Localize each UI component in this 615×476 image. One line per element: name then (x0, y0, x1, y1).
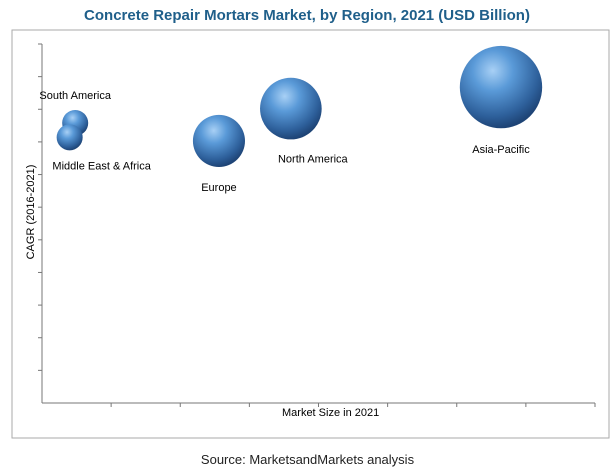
bubble-asia-pacific (459, 45, 543, 129)
bubbles (56, 45, 543, 167)
label-north-america: North America (278, 154, 349, 166)
chart-title: Concrete Repair Mortars Market, by Regio… (84, 7, 530, 24)
bubble-north-america (260, 77, 322, 140)
label-asia-pacific: Asia-Pacific (472, 144, 530, 156)
source-note: Source: MarketsandMarkets analysis (200, 452, 415, 467)
ticks (38, 43, 596, 407)
label-south-america: South America (39, 90, 111, 102)
label-europe: Europe (201, 182, 236, 194)
bubble-labels: South America Middle East & Africa Europe N… (39, 90, 530, 194)
y-axis-label: CAGR (2016-2021) (25, 165, 37, 260)
bubble-europe (192, 114, 246, 167)
x-axis-label: Market Size in 2021 (282, 407, 379, 419)
label-middle-east-africa: Middle East & Africa (52, 160, 151, 172)
bubble-middle-east-africa (56, 124, 83, 151)
